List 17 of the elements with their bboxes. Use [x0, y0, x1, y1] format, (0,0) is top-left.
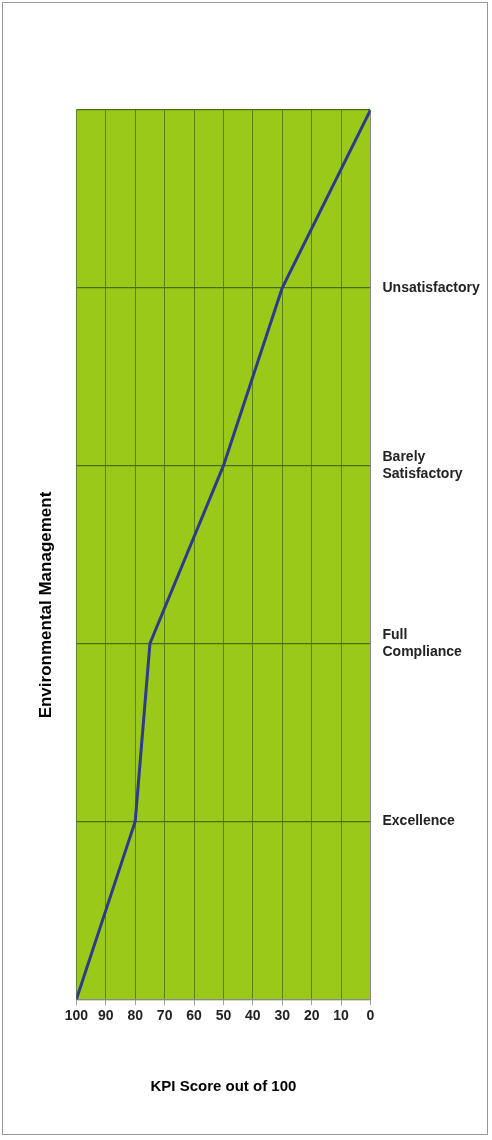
x-tick-label: 10 — [333, 1007, 350, 1024]
y-tick-label: Unsatisfactory — [382, 278, 480, 295]
x-tick-label: 60 — [186, 1007, 203, 1024]
y-tick-label: Barely Satisfactory — [382, 448, 463, 481]
x-tick-label: 100 — [64, 1007, 89, 1024]
x-tick-label: 0 — [366, 1007, 375, 1024]
x-tick-label: 70 — [156, 1007, 173, 1024]
x-axis-title: KPI Score out of 100 — [150, 1077, 297, 1095]
x-tick-label: 20 — [303, 1007, 320, 1024]
x-tick-label: 50 — [215, 1007, 232, 1024]
y-tick-label: Excellence — [382, 812, 456, 829]
text: Environmental Management — [35, 491, 55, 719]
x-tick-label: 90 — [98, 1007, 114, 1024]
x-tick-label: 40 — [245, 1007, 261, 1024]
x-tick-label: 80 — [127, 1007, 144, 1024]
x-tick-label: 30 — [274, 1007, 291, 1024]
y-tick-label: Full Compliance — [382, 625, 463, 659]
